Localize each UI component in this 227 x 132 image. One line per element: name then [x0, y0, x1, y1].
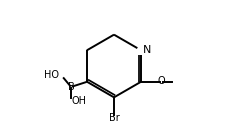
Text: Br: Br	[108, 113, 119, 123]
Text: O: O	[157, 76, 165, 86]
Text: B: B	[67, 82, 74, 92]
Text: OH: OH	[72, 96, 86, 106]
Text: N: N	[142, 45, 150, 55]
Text: HO: HO	[44, 70, 59, 80]
